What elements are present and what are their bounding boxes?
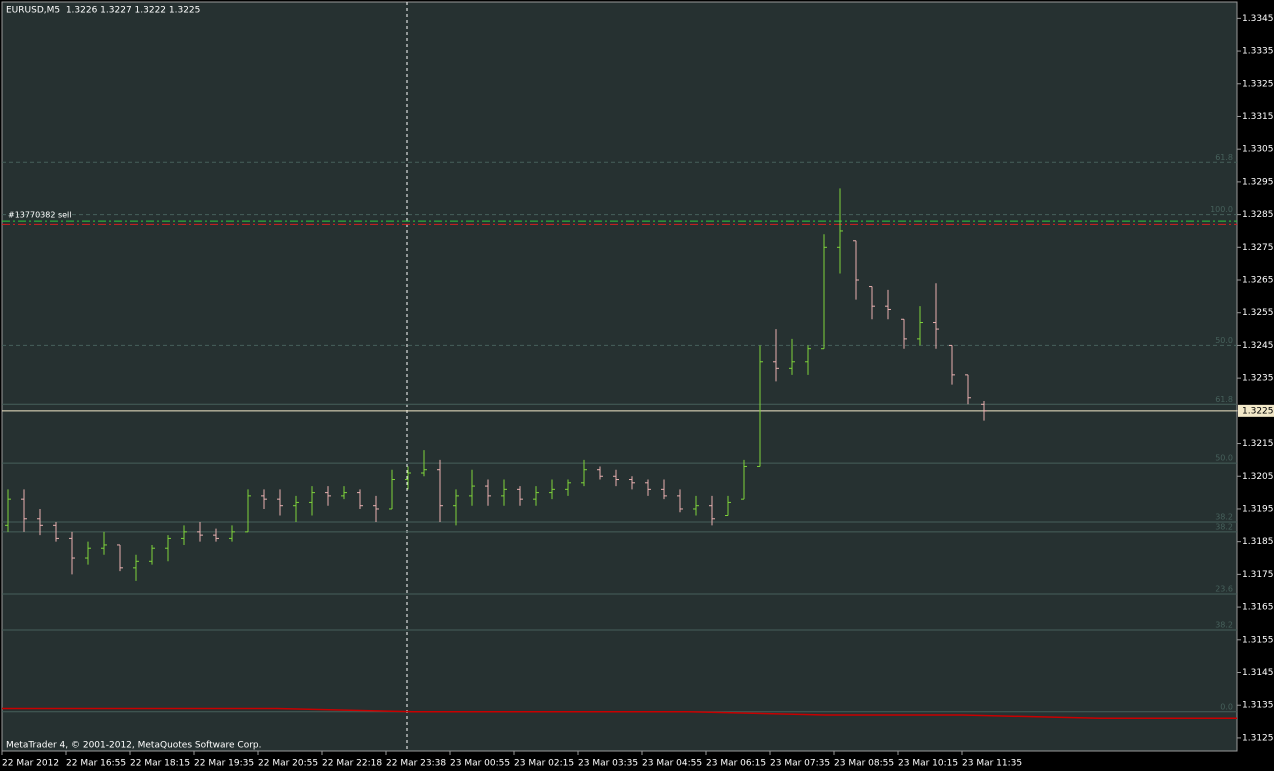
fib-label: 100.0 [1210,205,1233,214]
order-label: #13770382 sell [8,211,72,220]
fib-label: 50.0 [1215,336,1233,345]
moving-average [2,707,1237,720]
y-tick-label: 1.3255 [1242,308,1274,318]
fib-label: 38.2 [1215,513,1233,522]
x-tick-label: 22 Mar 18:15 [130,759,190,769]
y-tick-label: 1.3235 [1242,374,1274,384]
y-tick-label: 1.3325 [1242,79,1274,89]
x-tick-label: 23 Mar 11:35 [962,759,1022,769]
y-tick-label: 1.3305 [1242,145,1274,155]
fib-label: 61.8 [1215,153,1233,162]
y-tick-label: 1.3135 [1242,701,1274,711]
y-tick-label: 1.3125 [1242,733,1274,743]
y-tick-label: 1.3215 [1242,439,1274,449]
x-tick-label: 23 Mar 07:35 [770,759,830,769]
fib-label: 61.8 [1215,395,1233,404]
y-tick-label: 1.3205 [1242,472,1274,482]
fib-label: 38.2 [1215,522,1233,531]
x-tick-label: 22 Mar 20:55 [258,759,318,769]
fib-label: 0.0 [1220,702,1233,711]
fib-label: 50.0 [1215,454,1233,463]
copyright: MetaTrader 4, © 2001-2012, MetaQuotes So… [6,741,262,751]
x-tick-label: 22 Mar 23:38 [386,759,446,769]
x-tick-label: 23 Mar 00:55 [450,759,510,769]
x-tick-label: 22 Mar 19:35 [194,759,254,769]
y-tick-label: 1.3275 [1242,243,1274,253]
bid-tag-label: 1.3225 [1242,406,1274,416]
x-tick-label: 23 Mar 06:15 [706,759,766,769]
fib-label: 23.6 [1215,585,1233,594]
bid-tag [1238,404,1274,417]
x-tick-label: 23 Mar 03:35 [578,759,638,769]
y-tick-label: 1.3345 [1242,14,1274,24]
x-tick-label: 23 Mar 08:55 [834,759,894,769]
y-tick-label: 1.3165 [1242,603,1274,613]
x-tick-label: 23 Mar 04:55 [642,759,702,769]
x-tick-label: 23 Mar 02:15 [514,759,574,769]
x-tick-label: 22 Mar 16:55 [66,759,126,769]
fib-label: 38.2 [1215,620,1233,629]
y-tick-label: 1.3335 [1242,47,1274,57]
y-tick-label: 1.3185 [1242,537,1274,547]
x-tick-label: 23 Mar 10:15 [898,759,958,769]
x-tick-label: 22 Mar 22:18 [322,759,382,769]
x-tick-label: 22 Mar 2012 [2,759,59,769]
symbol-info: EURUSD,M5 1.3226 1.3227 1.3222 1.3225 [6,6,200,16]
y-tick-label: 1.3295 [1242,177,1274,187]
y-tick-label: 1.3155 [1242,635,1274,645]
y-tick-label: 1.3315 [1242,112,1274,122]
y-tick-label: 1.3245 [1242,341,1274,351]
plot-area [1,1,1238,752]
y-tick-label: 1.3195 [1242,504,1274,514]
y-tick-label: 1.3285 [1242,210,1274,220]
y-tick-label: 1.3145 [1242,668,1274,678]
y-tick-label: 1.3265 [1242,276,1274,286]
y-tick-label: 1.3175 [1242,570,1274,580]
